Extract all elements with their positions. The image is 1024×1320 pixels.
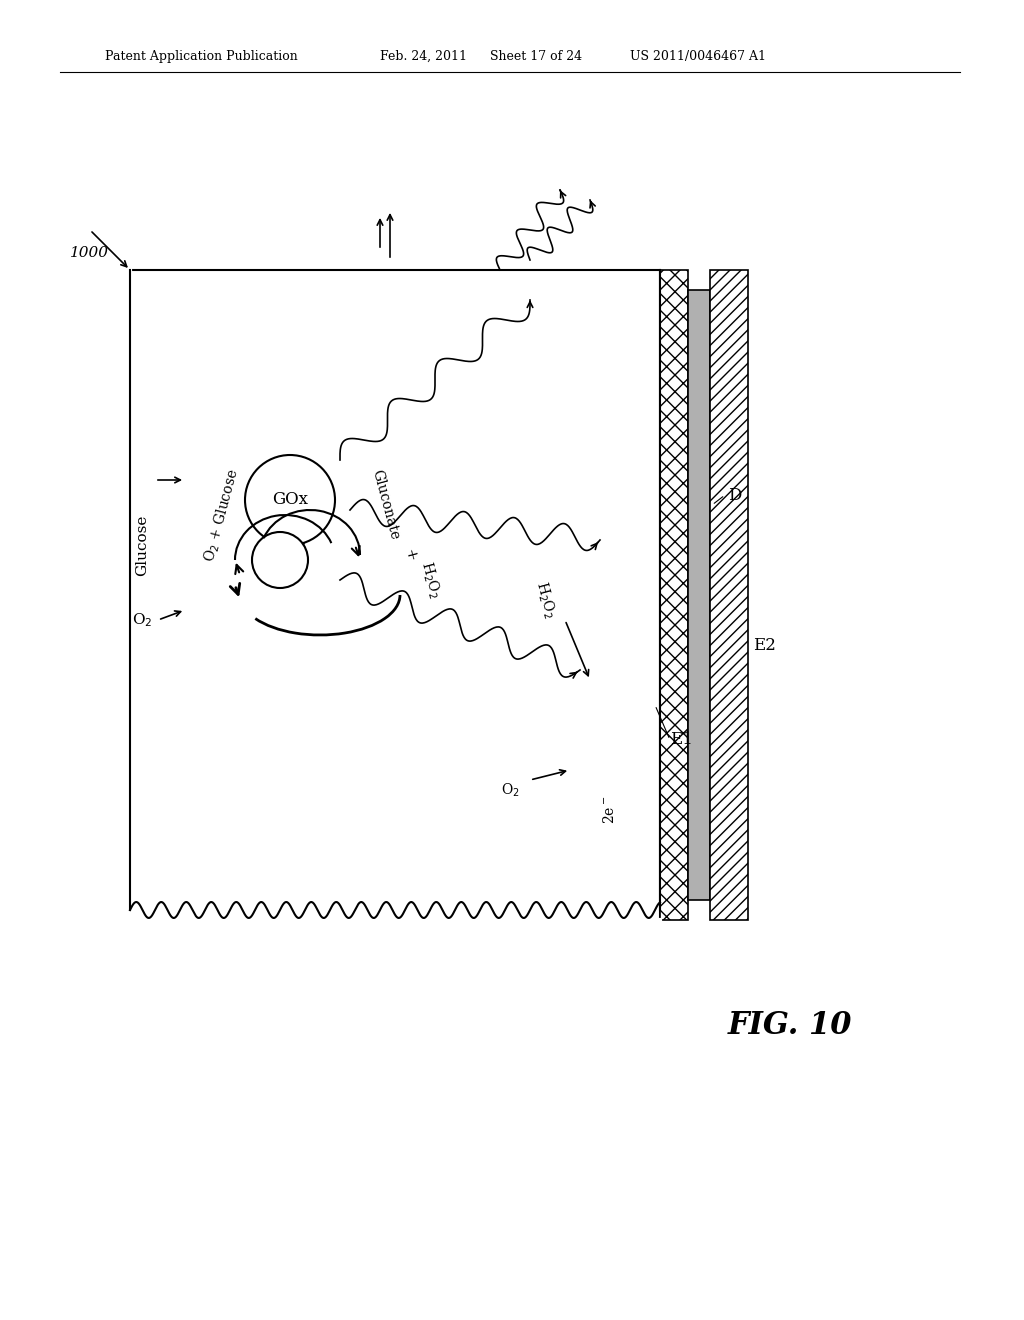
Text: E1: E1 — [670, 731, 693, 748]
Circle shape — [252, 532, 308, 587]
Bar — [710, 271, 748, 920]
Text: FIG. 10: FIG. 10 — [728, 1010, 852, 1040]
Text: Gluconate: Gluconate — [369, 469, 401, 541]
Text: 2e$^-$: 2e$^-$ — [602, 796, 617, 824]
Text: 1000: 1000 — [70, 246, 109, 260]
Text: GOx: GOx — [272, 491, 308, 508]
Circle shape — [245, 455, 335, 545]
Text: E2: E2 — [753, 636, 776, 653]
Bar — [660, 271, 688, 920]
Text: Sheet 17 of 24: Sheet 17 of 24 — [490, 50, 582, 63]
Text: Glucose: Glucose — [135, 515, 150, 576]
Text: O$_2$ + Glucose: O$_2$ + Glucose — [201, 466, 243, 564]
Text: O$_2$: O$_2$ — [501, 781, 519, 799]
Text: Patent Application Publication: Patent Application Publication — [105, 50, 298, 63]
Text: H$_2$O$_2$: H$_2$O$_2$ — [531, 579, 558, 620]
Text: O$_2$ + 2H$^+$: O$_2$ + 2H$^+$ — [282, 513, 318, 586]
Text: Feb. 24, 2011: Feb. 24, 2011 — [380, 50, 467, 63]
Text: D: D — [728, 487, 741, 503]
Text: US 2011/0046467 A1: US 2011/0046467 A1 — [630, 50, 766, 63]
Bar — [688, 290, 710, 900]
Text: +: + — [401, 546, 419, 562]
Text: H$_2$O$_2$: H$_2$O$_2$ — [417, 560, 443, 601]
Bar — [130, 271, 660, 920]
Text: O$_2$: O$_2$ — [132, 611, 153, 628]
